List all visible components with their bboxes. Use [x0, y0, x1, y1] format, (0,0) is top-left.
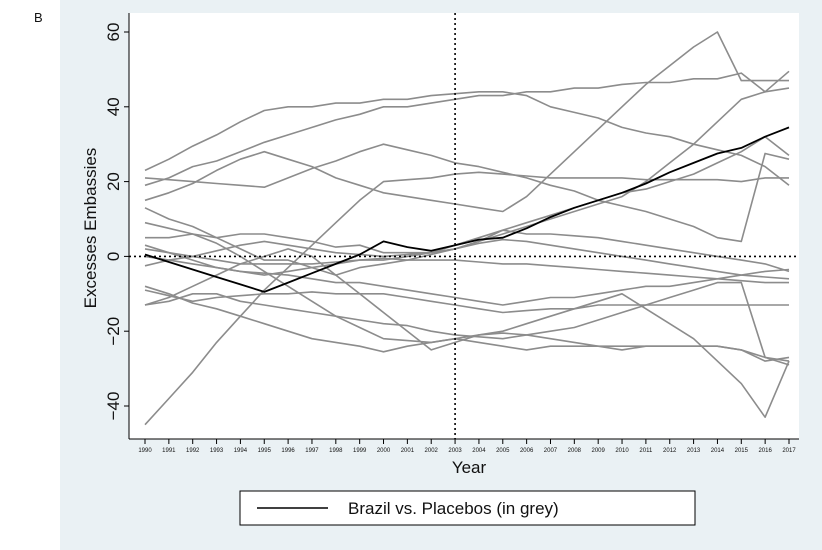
x-tick-label: 2015 [735, 448, 749, 454]
placebo-series-line [144, 281, 790, 362]
x-tick-label: 2010 [615, 448, 629, 454]
x-tick-label: 2014 [711, 448, 725, 454]
x-tick-label: 1994 [234, 448, 248, 454]
placebo-series-line [144, 135, 790, 276]
x-tick-label: 2016 [758, 448, 772, 454]
placebo-series-line [144, 143, 790, 243]
x-tick-label: 1991 [162, 448, 176, 454]
x-tick-label: 2002 [425, 448, 439, 454]
placebo-series-line [144, 31, 789, 213]
y-tick-label: 20 [104, 172, 123, 191]
legend-label: Brazil vs. Placebos (in grey) [348, 499, 559, 518]
x-tick-label: 2003 [448, 448, 462, 454]
placebo-series-line [144, 91, 790, 186]
plot-area [129, 13, 799, 439]
placebo-series-line [144, 289, 789, 314]
x-tick-label: 2001 [401, 448, 415, 454]
placebo-series-line [144, 221, 790, 273]
x-tick-label: 1993 [210, 448, 224, 454]
x-tick-label: 2008 [568, 448, 582, 454]
x-tick-label: 1997 [305, 448, 319, 454]
x-tick-label: 1996 [281, 448, 295, 454]
x-tick-label: 2007 [544, 448, 558, 454]
y-tick-label: 40 [104, 97, 123, 116]
x-tick-label: 2009 [592, 448, 606, 454]
y-axis-title: Excesses Embassies [81, 148, 100, 309]
placebo-series-line [144, 285, 790, 362]
x-tick-label: 1998 [329, 448, 343, 454]
y-tick-label: −20 [104, 317, 123, 346]
x-tick-label: 1992 [186, 448, 200, 454]
y-tick-label: 60 [104, 23, 123, 42]
x-tick-label: 2012 [663, 448, 677, 454]
x-tick-label: 2004 [472, 448, 486, 454]
x-tick-label: 2011 [639, 448, 653, 454]
placebo-series-line [144, 248, 789, 284]
legend: Brazil vs. Placebos (in grey) [239, 490, 696, 526]
x-tick-label: 2013 [687, 448, 701, 454]
brazil-series-line [144, 126, 790, 293]
y-tick-label: −40 [104, 392, 123, 421]
x-tick-label: 1990 [138, 448, 152, 454]
x-tick-label: 2017 [782, 448, 796, 454]
x-tick-label: 2006 [520, 448, 534, 454]
x-tick-label: 1999 [353, 448, 367, 454]
placebo-series-line [144, 248, 790, 419]
placebo-series-line [144, 238, 790, 280]
x-tick-label: 2000 [377, 448, 391, 454]
x-tick-label: 2005 [496, 448, 510, 454]
placebo-series-line [144, 72, 790, 187]
x-axis-title: Year [452, 458, 487, 477]
x-tick-label: 1995 [258, 448, 272, 454]
placebo-series-line [144, 255, 790, 306]
y-tick-label: 0 [104, 252, 123, 261]
panel-label: B [34, 10, 43, 25]
